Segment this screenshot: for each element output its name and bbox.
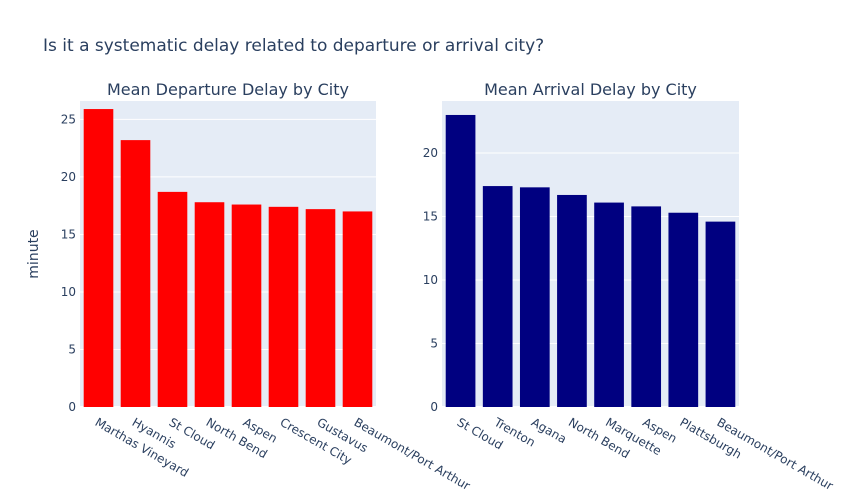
y-axis-label: minute [26, 229, 42, 278]
y-tick-label: 5 [68, 342, 76, 356]
main-title: Is it a systematic delay related to depa… [43, 36, 544, 56]
y-tick-label: 15 [423, 210, 438, 224]
bar [157, 191, 188, 407]
y-tick-label: 15 [61, 227, 76, 241]
bar [705, 221, 736, 407]
subplot-title: Mean Departure Delay by City [107, 80, 349, 99]
y-tick-label: 0 [68, 400, 76, 414]
bar [268, 206, 299, 407]
subplot-title: Mean Arrival Delay by City [484, 80, 697, 99]
bar [519, 187, 550, 407]
bar [231, 204, 262, 407]
bar [445, 114, 476, 408]
bar [594, 202, 624, 407]
y-tick-label: 10 [423, 273, 438, 287]
y-tick-label: 10 [61, 285, 76, 299]
bar [668, 212, 699, 407]
bar [631, 206, 662, 407]
bar [120, 140, 151, 407]
bar [557, 194, 587, 407]
y-tick-label: 20 [61, 170, 76, 184]
y-tick-label: 0 [430, 400, 438, 414]
bar [342, 211, 373, 407]
bar [194, 202, 225, 407]
y-tick-label: 20 [423, 146, 438, 160]
bar [305, 209, 336, 407]
bar [482, 186, 513, 407]
y-tick-label: 25 [61, 112, 76, 126]
y-tick-label: 5 [430, 337, 438, 351]
bar [83, 109, 114, 407]
